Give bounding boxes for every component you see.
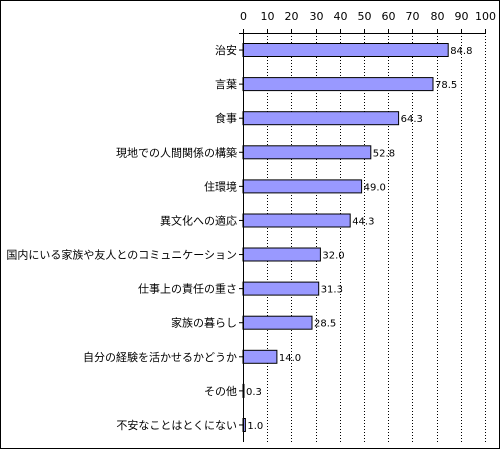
category-label: 言葉 — [215, 77, 237, 91]
value-label: 44.3 — [352, 217, 374, 228]
category-label: 治安 — [215, 43, 237, 57]
bar — [242, 213, 351, 228]
category-label: 仕事上の責任の重さ — [138, 282, 237, 296]
category-label: 国内にいる家族や友人とのコミュニケーション — [6, 248, 237, 262]
bar — [242, 281, 320, 296]
bar — [242, 349, 278, 364]
value-label: 52.8 — [373, 148, 395, 159]
bar — [242, 43, 449, 57]
category-labels: 治安言葉食事現地での人間関係の構築住環境異文化への適応国内にいる家族や友人とのコ… — [6, 43, 237, 432]
value-label: 84.8 — [450, 46, 472, 57]
value-label: 49.0 — [364, 182, 386, 193]
value-label: 78.5 — [435, 80, 457, 91]
value-labels: 84.8 78.5 64.3 52.8 49.0 44.3 32.0 31.3 28.5 14.0… — [246, 46, 472, 432]
tick-label: 10 — [261, 10, 275, 23]
category-label: 自分の経験を活かせるかどうか — [83, 350, 237, 364]
tick-label: 50 — [358, 10, 372, 23]
bar — [242, 179, 363, 194]
value-label: 28.5 — [314, 319, 336, 330]
category-label: その他 — [204, 385, 237, 398]
value-label: 32.0 — [322, 251, 344, 262]
tick-label: 0 — [240, 10, 247, 23]
tick-label: 40 — [334, 10, 348, 23]
bar — [242, 315, 313, 330]
gridlines — [267, 33, 486, 442]
tick-label: 20 — [285, 10, 299, 23]
category-label: 家族の暮らし — [171, 316, 237, 330]
tick-label: 30 — [310, 10, 324, 23]
value-label: 0.3 — [246, 387, 262, 398]
x-axis-ticks: 0 10 20 30 40 50 60 70 80 90 100 — [240, 10, 496, 33]
tick-label: 100 — [475, 10, 496, 23]
bar — [242, 77, 434, 92]
category-label: 異文化への適応 — [160, 214, 237, 228]
tick-label: 70 — [406, 10, 420, 23]
category-label: 現地での人間関係の構築 — [116, 145, 237, 159]
value-label: 14.0 — [279, 353, 301, 364]
category-label: 食事 — [215, 111, 237, 125]
bar — [242, 145, 372, 160]
bars — [242, 43, 449, 432]
tick-label: 90 — [455, 10, 469, 23]
value-label: 1.0 — [247, 421, 263, 432]
tick-label: 60 — [382, 10, 396, 23]
category-label: 不安なことはとくにない — [116, 418, 237, 432]
value-label: 64.3 — [401, 114, 423, 125]
value-label: 31.3 — [321, 285, 343, 296]
axes — [239, 33, 485, 442]
category-label: 住環境 — [204, 179, 237, 193]
bar — [242, 111, 400, 126]
tick-label: 80 — [431, 10, 445, 23]
bar — [242, 247, 321, 262]
